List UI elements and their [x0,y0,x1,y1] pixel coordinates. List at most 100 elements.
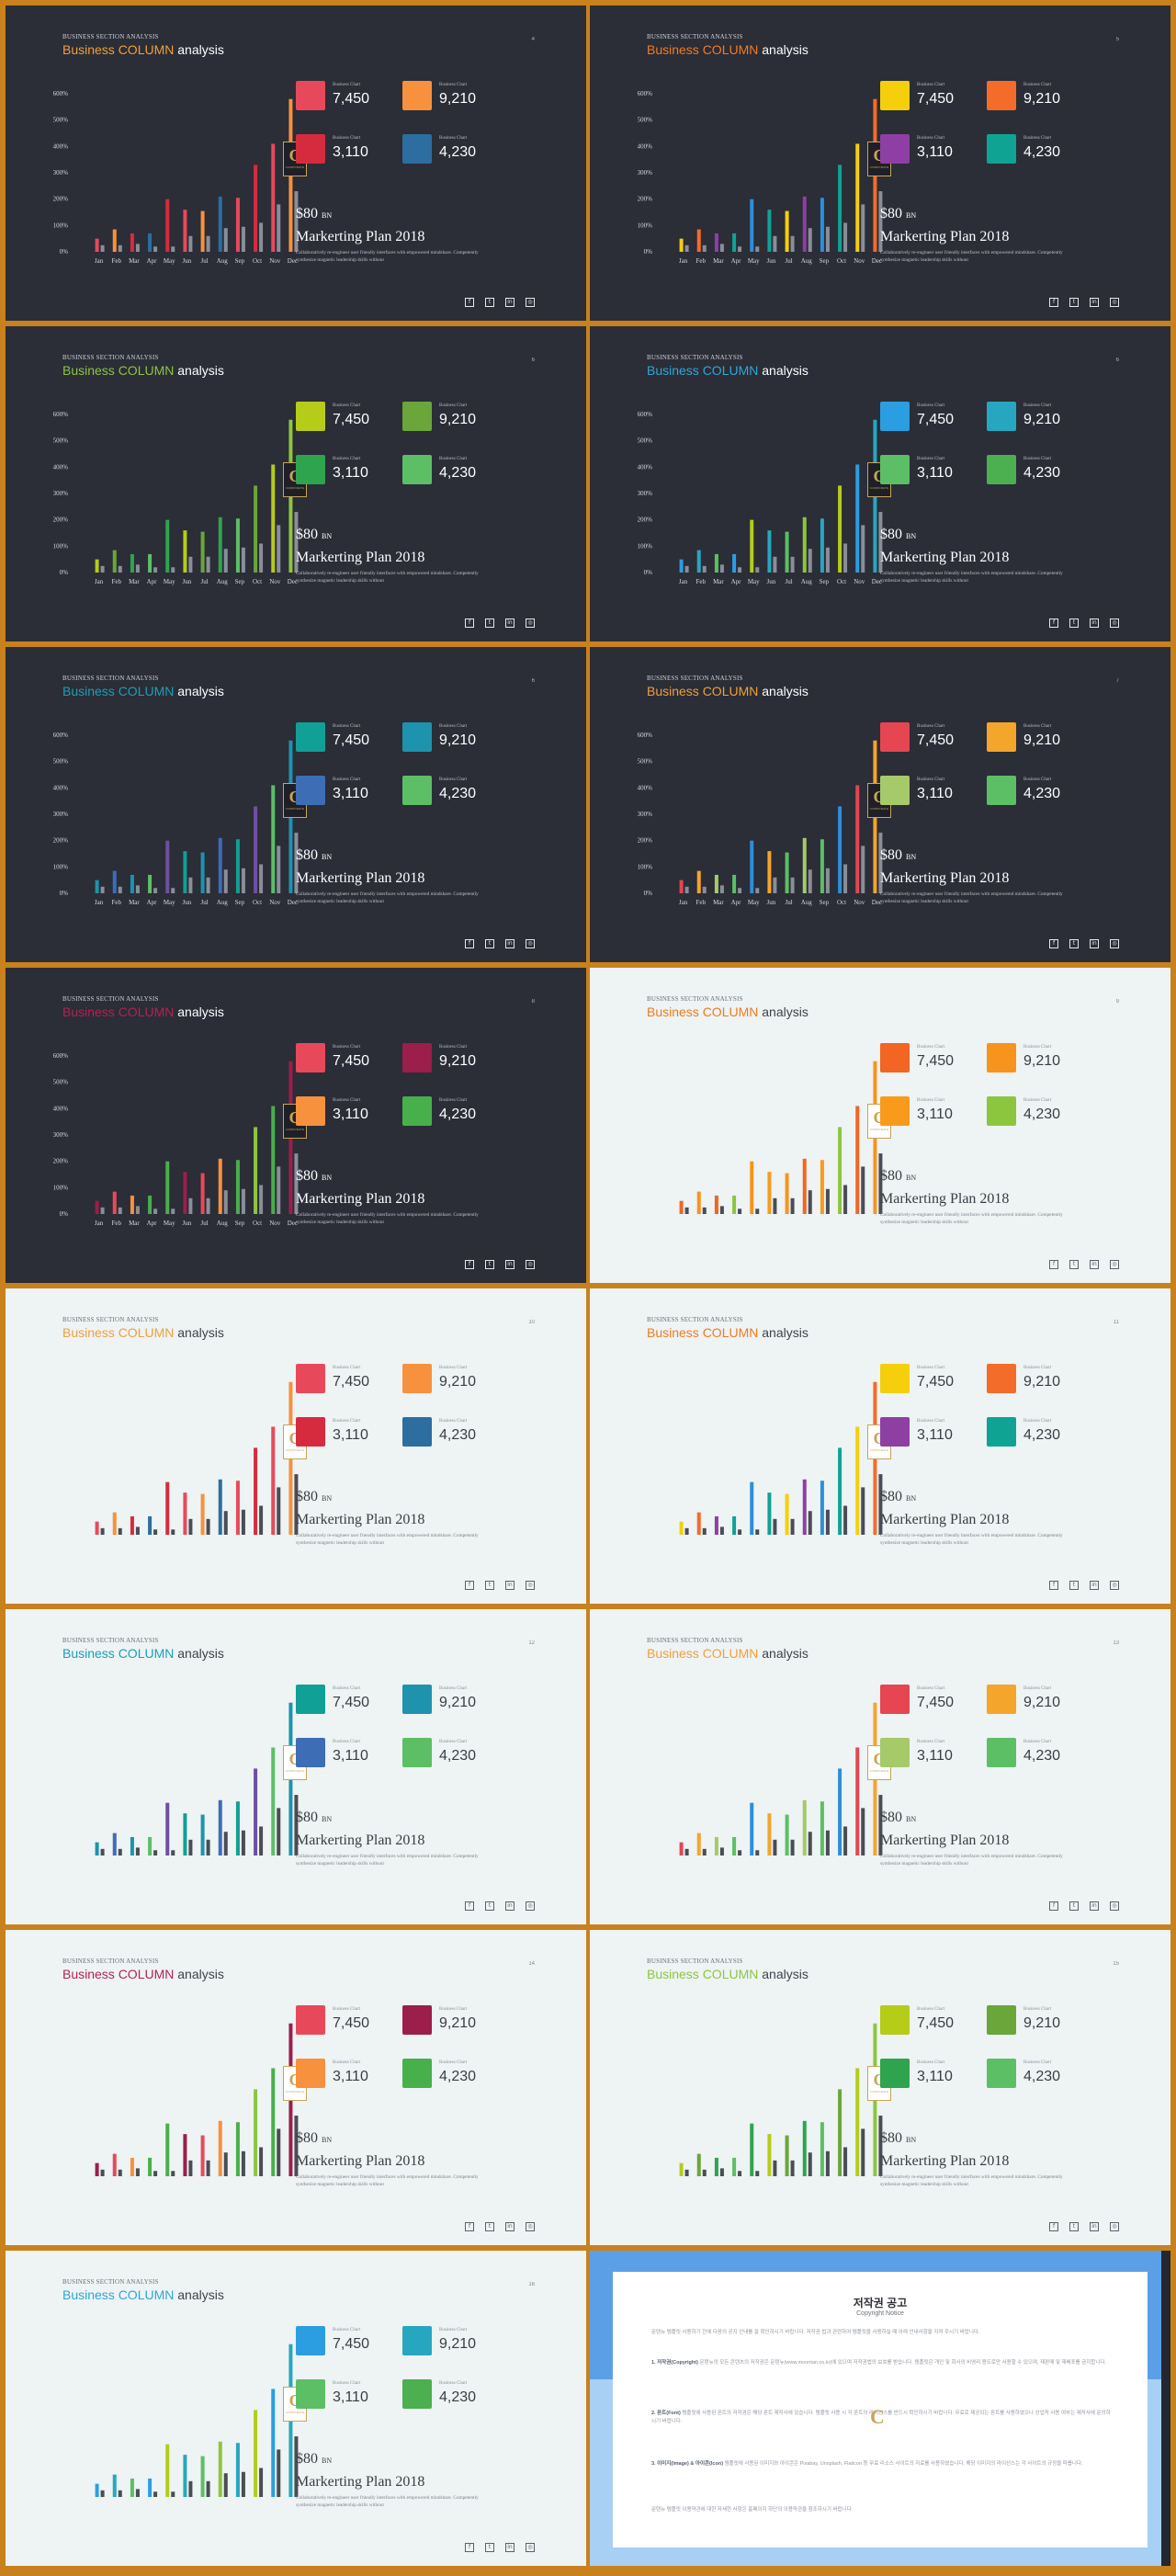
legend-label: Business Chart [439,403,468,408]
linkedin-icon[interactable]: in [505,618,514,628]
instagram-icon[interactable]: ◎ [526,618,535,628]
x-tick-label: Jan [95,899,104,906]
y-tick-label: 400% [53,784,69,791]
twitter-icon[interactable]: t [485,2222,494,2231]
copyright-logo: C [870,2405,885,2428]
instagram-icon[interactable]: ◎ [526,1901,535,1911]
linkedin-icon[interactable]: in [505,2222,514,2231]
bar-primary [95,2162,99,2176]
bar-primary [130,553,134,573]
legend-label: Business Chart [439,1045,468,1050]
facebook-icon[interactable]: f [465,618,474,628]
slide-title-accent: Business COLUMN [647,363,759,378]
linkedin-icon[interactable]: in [1090,1260,1099,1269]
instagram-icon[interactable]: ◎ [1110,2222,1119,2231]
instagram-icon[interactable]: ◎ [526,1260,535,1269]
instagram-icon[interactable]: ◎ [1110,939,1119,948]
bar-primary [696,1191,701,1214]
legend-value: 7,450 [333,1053,370,1069]
linkedin-icon[interactable]: in [1090,939,1099,948]
twitter-icon[interactable]: t [1069,2222,1079,2231]
bar-secondary [755,1850,760,1855]
legend-label: Business Chart [917,1419,945,1424]
linkedin-icon[interactable]: in [505,1581,514,1590]
bar-secondary [825,226,830,252]
bar-secondary [118,1207,122,1214]
y-tick-label: 200% [53,837,69,845]
copyright-intro: 문탠뉴 템플릿 사용하기 전에 다음의 공지 안내를 잘 확인하시기 바랍니다.… [651,2330,980,2335]
x-tick-label: Nov [854,578,865,585]
bar-primary [165,519,170,573]
instagram-icon[interactable]: ◎ [1110,618,1119,628]
instagram-icon[interactable]: ◎ [1110,298,1119,307]
facebook-icon[interactable]: f [1049,1901,1058,1911]
x-tick-label: Sep [235,899,245,906]
facebook-icon[interactable]: f [465,1581,474,1590]
linkedin-icon[interactable]: in [505,1260,514,1269]
instagram-icon[interactable]: ◎ [526,2222,535,2231]
linkedin-icon[interactable]: in [505,298,514,307]
twitter-icon[interactable]: t [1069,1260,1079,1269]
linkedin-icon[interactable]: in [1090,1901,1099,1911]
facebook-icon[interactable]: f [1049,298,1058,307]
instagram-icon[interactable]: ◎ [526,1581,535,1590]
facebook-icon[interactable]: f [465,1901,474,1911]
bar-secondary [294,833,299,893]
instagram-icon[interactable]: ◎ [526,298,535,307]
instagram-icon[interactable]: ◎ [1110,1581,1119,1590]
facebook-icon[interactable]: f [1049,939,1058,948]
facebook-icon[interactable]: f [1049,1581,1058,1590]
legend-label: Business Chart [439,2328,468,2332]
facebook-icon[interactable]: f [465,298,474,307]
twitter-icon[interactable]: t [1069,1901,1079,1911]
legend-value: 7,450 [917,1053,955,1069]
linkedin-icon[interactable]: in [1090,2222,1099,2231]
facebook-icon[interactable]: f [465,2222,474,2231]
twitter-icon[interactable]: t [485,1901,494,1911]
bar-primary [802,1158,807,1214]
slide-title: Business COLUMN analysis [62,684,224,698]
facebook-icon[interactable]: f [465,2543,474,2552]
facebook-icon[interactable]: f [1049,2222,1058,2231]
bar-secondary [719,1847,724,1855]
slide-title: Business COLUMN analysis [647,1004,808,1019]
instagram-icon[interactable]: ◎ [1110,1901,1119,1911]
twitter-icon[interactable]: t [1069,939,1079,948]
twitter-icon[interactable]: t [1069,1581,1079,1590]
x-tick-label: Jan [95,1220,104,1227]
instagram-icon[interactable]: ◎ [526,939,535,948]
section-eyebrow: BUSINESS SECTION ANALYSIS [62,33,159,40]
linkedin-icon[interactable]: in [1090,1581,1099,1590]
bar-primary [218,196,222,252]
linkedin-icon[interactable]: in [505,2543,514,2552]
facebook-icon[interactable]: f [1049,618,1058,628]
bar-secondary [702,2169,707,2176]
instagram-icon[interactable]: ◎ [526,2543,535,2552]
twitter-icon[interactable]: t [485,618,494,628]
section-eyebrow: BUSINESS SECTION ANALYSIS [647,1958,743,1965]
linkedin-icon[interactable]: in [1090,618,1099,628]
twitter-icon[interactable]: t [485,1260,494,1269]
twitter-icon[interactable]: t [485,939,494,948]
linkedin-icon[interactable]: in [1090,298,1099,307]
legend-value: 9,210 [439,2015,477,2031]
twitter-icon[interactable]: t [485,2543,494,2552]
facebook-icon[interactable]: f [465,1260,474,1269]
legend-swatch [880,134,910,164]
linkedin-icon[interactable]: in [505,939,514,948]
linkedin-icon[interactable]: in [505,1901,514,1911]
legend-item: Business Chart 3,110 [880,2059,981,2090]
x-tick-label: Oct [253,1220,262,1227]
twitter-icon[interactable]: t [485,1581,494,1590]
facebook-icon[interactable]: f [1049,1260,1058,1269]
twitter-icon[interactable]: t [485,298,494,307]
instagram-icon[interactable]: ◎ [1110,1260,1119,1269]
twitter-icon[interactable]: t [1069,618,1079,628]
bar-secondary [825,1509,830,1535]
y-tick-label: 100% [53,863,69,870]
slide-title-rest: analysis [174,1967,224,1981]
amount-value: $80 BN [880,1168,916,1185]
twitter-icon[interactable]: t [1069,298,1079,307]
legend-item: Business Chart 9,210 [402,81,503,112]
facebook-icon[interactable]: f [465,939,474,948]
